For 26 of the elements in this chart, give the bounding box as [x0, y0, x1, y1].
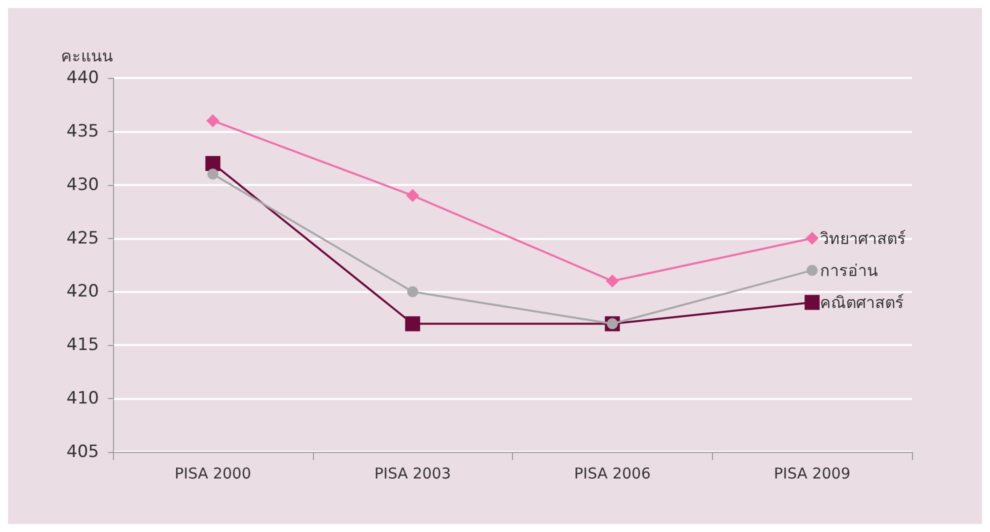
y-tick-label: 405: [66, 442, 99, 462]
point: [806, 264, 818, 276]
x-tick-label: PISA 2000: [174, 464, 252, 482]
point: [606, 274, 619, 288]
point: [806, 232, 819, 245]
y-axis-title: คะแนน: [61, 46, 113, 66]
y-tick-label: 440: [66, 68, 99, 88]
series-label: วิทยาศาสตร์: [820, 228, 906, 248]
point: [804, 294, 820, 310]
point: [207, 168, 218, 180]
x-tick-label: PISA 2003: [374, 464, 451, 482]
x-tick-label: PISA 2009: [774, 464, 850, 482]
y-tick-label: 415: [66, 335, 99, 356]
y-tick-label: 420: [66, 282, 99, 302]
y-tick-label: 435: [66, 121, 99, 142]
y-tick-label: 430: [66, 174, 99, 195]
point: [406, 189, 420, 202]
point: [205, 156, 220, 171]
y-tick-label: 410: [66, 388, 99, 409]
point: [407, 286, 418, 298]
point: [206, 114, 220, 128]
point: [405, 316, 420, 332]
y-tick-label: 425: [66, 228, 99, 248]
x-tick-label: PISA 2006: [574, 464, 651, 482]
series-label: การอ่าน: [820, 260, 878, 280]
series-label: คณิตศาสตร์: [820, 292, 904, 312]
